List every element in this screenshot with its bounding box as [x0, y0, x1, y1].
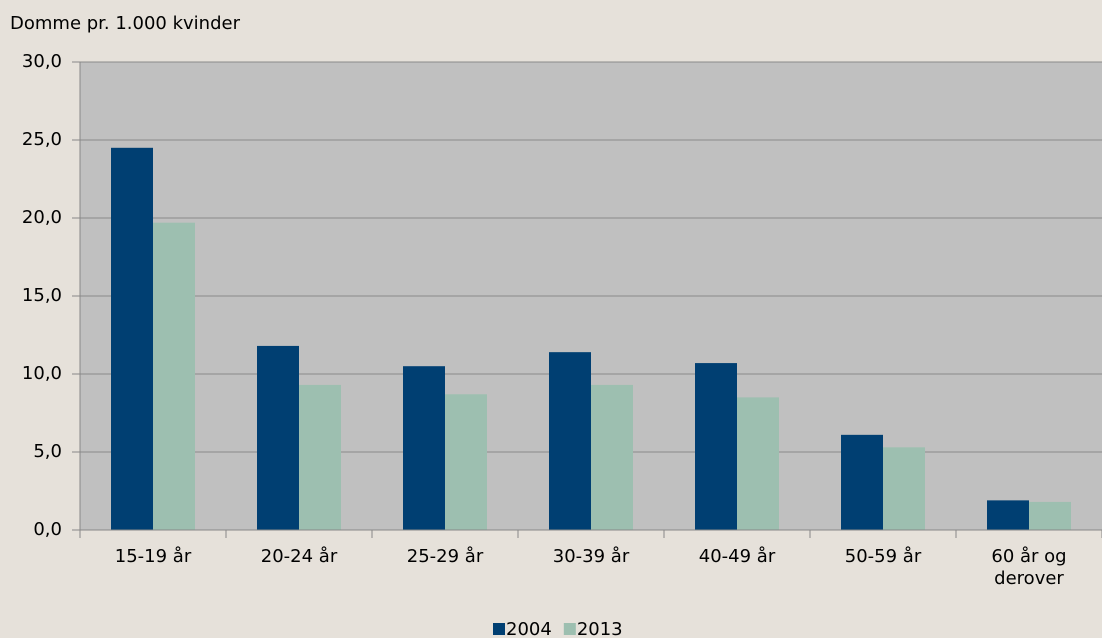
bar — [445, 394, 487, 530]
x-tick-label: 20-24 år — [260, 546, 338, 567]
bar — [695, 363, 737, 530]
bar — [403, 366, 445, 530]
y-tick-label: 5,0 — [33, 441, 62, 462]
x-tick-label: 30-39 år — [552, 546, 630, 567]
legend-label: 2004 — [506, 619, 552, 638]
x-tick-label: 40-49 år — [698, 546, 776, 567]
y-tick-label: 20,0 — [22, 207, 62, 228]
bar — [111, 147, 153, 531]
x-tick-label: 25-29 år — [406, 546, 484, 567]
bar — [591, 384, 633, 530]
y-tick-label: 10,0 — [22, 363, 62, 384]
legend-label: 2013 — [577, 619, 623, 638]
x-tick-label: 15-19 år — [114, 546, 192, 567]
y-axis-title: Domme pr. 1.000 kvinder — [10, 13, 241, 34]
bar — [737, 397, 779, 530]
y-tick-label: 0,0 — [33, 519, 62, 540]
bar — [299, 384, 341, 530]
bar — [883, 447, 925, 530]
bar — [987, 500, 1029, 530]
y-tick-label: 15,0 — [22, 285, 62, 306]
y-tick-label: 25,0 — [22, 129, 62, 150]
legend-swatch — [493, 623, 505, 635]
legend-swatch — [563, 623, 576, 635]
bar — [549, 352, 591, 530]
x-tick-label: 50-59 år — [844, 546, 922, 567]
bar — [153, 222, 195, 530]
x-tick-label: 60 år og derover — [991, 546, 1067, 589]
bar — [257, 345, 299, 530]
y-tick-label: 30,0 — [22, 51, 62, 72]
bar — [1029, 501, 1071, 530]
bar — [841, 434, 883, 530]
